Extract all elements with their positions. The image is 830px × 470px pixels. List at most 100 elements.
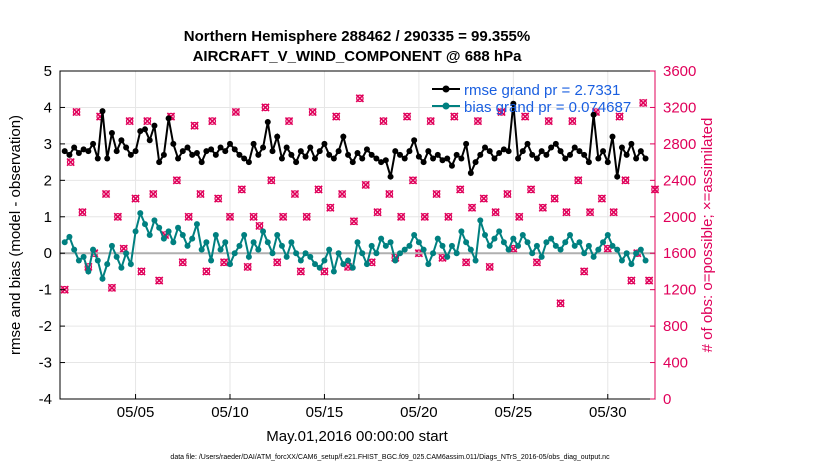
rmse-point [401, 155, 408, 162]
bias-point [614, 246, 621, 253]
bias-point [467, 246, 474, 253]
y-tick-label: -3 [39, 355, 52, 372]
x-axis: 05/05 05/10 05/15 05/20 05/25 05/30 [117, 394, 627, 421]
obs-assimilated-point [556, 299, 565, 308]
rmse-point [567, 151, 573, 158]
obs-possible-point [397, 212, 405, 221]
obs-assimilated-point [503, 189, 512, 199]
obs-assimilated-point [538, 203, 548, 212]
bias-point [179, 232, 186, 238]
obs-assimilated-point [296, 267, 305, 276]
obs-possible-point [409, 176, 417, 185]
obs-assimilated-point [408, 176, 418, 185]
obs-assimilated-point [562, 208, 571, 217]
obs-possible-point [308, 108, 317, 116]
obs-assimilated-point [72, 107, 81, 117]
bias-point [552, 242, 559, 249]
obs-assimilated-point [491, 208, 500, 217]
obs-possible-point [562, 208, 571, 217]
bias-point [472, 257, 479, 264]
bias-point [236, 242, 243, 249]
rmse-point [609, 133, 616, 140]
rmse-point [496, 150, 503, 156]
obs-possible-point [586, 208, 594, 217]
bias-point [255, 246, 262, 253]
rmse-point [231, 146, 238, 153]
bias-point [618, 257, 625, 264]
bias-point [524, 239, 531, 246]
obs-possible-point [291, 190, 299, 198]
obs-assimilated-point [261, 103, 270, 112]
obs-count-series [60, 94, 660, 308]
rmse-point [463, 140, 470, 147]
rmse-point [184, 144, 191, 151]
rmse-point [245, 159, 252, 166]
bias-point [562, 239, 569, 246]
rmse-point [179, 148, 186, 155]
rmse-point [378, 159, 385, 166]
obs-possible-point [627, 276, 636, 285]
rmse-point [595, 155, 602, 162]
obs-assimilated-point [426, 116, 435, 126]
y2-tick-label: 400 [663, 355, 688, 372]
obs-possible-point [208, 117, 217, 125]
rmse-point [212, 151, 219, 158]
bias-point [406, 242, 413, 249]
obs-possible-point [102, 190, 110, 198]
obs-possible-point [78, 208, 87, 217]
bias-point [477, 217, 484, 224]
rmse-point [415, 153, 422, 160]
obs-assimilated-point [202, 267, 211, 276]
bias-point [340, 261, 347, 268]
rmse-point [113, 148, 120, 155]
rmse-point [108, 129, 115, 136]
y-tick-label: 1 [44, 209, 52, 226]
rmse-point [430, 155, 437, 162]
rmse-point [406, 148, 413, 155]
rmse-point [241, 155, 248, 162]
obs-possible-point [574, 176, 583, 185]
obs-assimilated-point [639, 98, 648, 108]
bias-point [590, 253, 597, 260]
obs-possible-point [485, 263, 494, 271]
rmse-point [562, 155, 569, 162]
bias-point [170, 239, 177, 246]
obs-assimilated-point [379, 116, 388, 126]
rmse-point [439, 157, 446, 164]
x-tick-label: 05/15 [306, 404, 344, 421]
obs-possible-point [580, 267, 588, 276]
obs-possible-point [621, 176, 630, 185]
bias-point [184, 242, 191, 249]
bias-point [373, 250, 380, 257]
obs-assimilated-point [349, 217, 359, 226]
obs-assimilated-point [290, 189, 300, 199]
obs-possible-point [539, 203, 547, 212]
rmse-point [628, 140, 635, 147]
rmse-point [515, 155, 522, 162]
bias-point [387, 239, 394, 246]
rmse-point [604, 159, 611, 166]
bias-point [80, 253, 87, 260]
bias-point [335, 250, 342, 257]
rmse-line [64, 103, 647, 177]
obs-possible-point [273, 258, 282, 267]
obs-possible-point [338, 190, 346, 198]
rmse-point [269, 148, 276, 155]
obs-possible-point [238, 185, 246, 194]
rmse-point [104, 155, 111, 162]
rmse-point [425, 148, 432, 155]
y2-tick-label: 800 [663, 318, 688, 335]
y2-tick-label: 2000 [663, 209, 696, 226]
obs-assimilated-point [355, 94, 365, 103]
obs-assimilated-point [225, 212, 235, 221]
rmse-point [156, 159, 163, 166]
obs-possible-point [137, 267, 146, 276]
bias-point [274, 232, 281, 238]
rmse-point [302, 153, 309, 160]
obs-possible-point [544, 117, 553, 125]
rmse-point [538, 148, 545, 155]
rmse-point [170, 140, 177, 147]
obs-possible-point [226, 212, 234, 221]
bias-point [505, 246, 512, 253]
bias-point [160, 235, 167, 242]
